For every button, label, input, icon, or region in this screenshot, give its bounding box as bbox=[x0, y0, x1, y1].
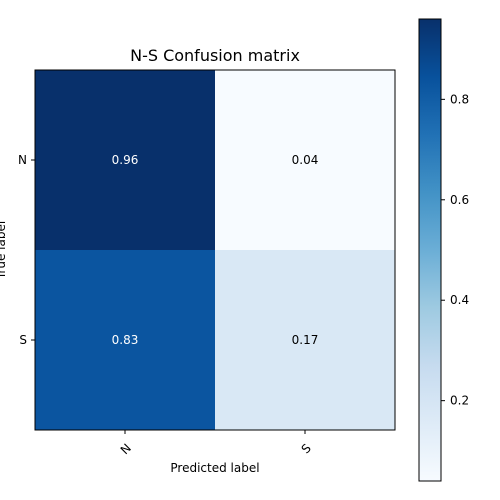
y-axis-ticks: NS bbox=[18, 153, 35, 347]
y-axis-label: True label bbox=[0, 221, 8, 280]
cell-value-label-0-0: 0.96 bbox=[112, 153, 139, 167]
colorbar-tick-label-0: 0.2 bbox=[450, 394, 469, 408]
cell-value-label-1-0: 0.83 bbox=[112, 333, 139, 347]
colorbar-tick-label-1: 0.4 bbox=[450, 293, 469, 307]
cell-value-labels: 0.96 0.04 0.83 0.17 bbox=[112, 153, 319, 347]
chart-title: N-S Confusion matrix bbox=[130, 46, 300, 65]
x-tick-label-1: S bbox=[299, 441, 314, 456]
colorbar-tick-label-3: 0.8 bbox=[450, 92, 469, 106]
colorbar bbox=[418, 18, 442, 482]
y-tick-label-1: S bbox=[19, 333, 27, 347]
plot-frame bbox=[34, 69, 396, 431]
colorbar-tick-label-2: 0.6 bbox=[450, 193, 469, 207]
cell-value-label-0-1: 0.04 bbox=[292, 153, 319, 167]
heatmap-cell-1-0 bbox=[35, 250, 215, 430]
heatmap-cell-0-0 bbox=[35, 70, 215, 250]
heatmap-cells bbox=[35, 70, 395, 430]
cell-value-label-1-1: 0.17 bbox=[292, 333, 319, 347]
y-tick-label-0: N bbox=[18, 153, 27, 167]
heatmap-cell-0-1 bbox=[215, 70, 395, 250]
x-tick-label-0: N bbox=[118, 441, 134, 457]
heatmap-cell-1-1 bbox=[215, 250, 395, 430]
colorbar-ticks: 0.2 0.4 0.6 0.8 bbox=[441, 92, 469, 408]
x-axis-label: Predicted label bbox=[170, 461, 259, 475]
